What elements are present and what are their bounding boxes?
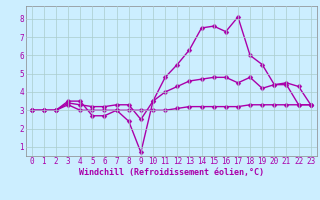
X-axis label: Windchill (Refroidissement éolien,°C): Windchill (Refroidissement éolien,°C) <box>79 168 264 177</box>
